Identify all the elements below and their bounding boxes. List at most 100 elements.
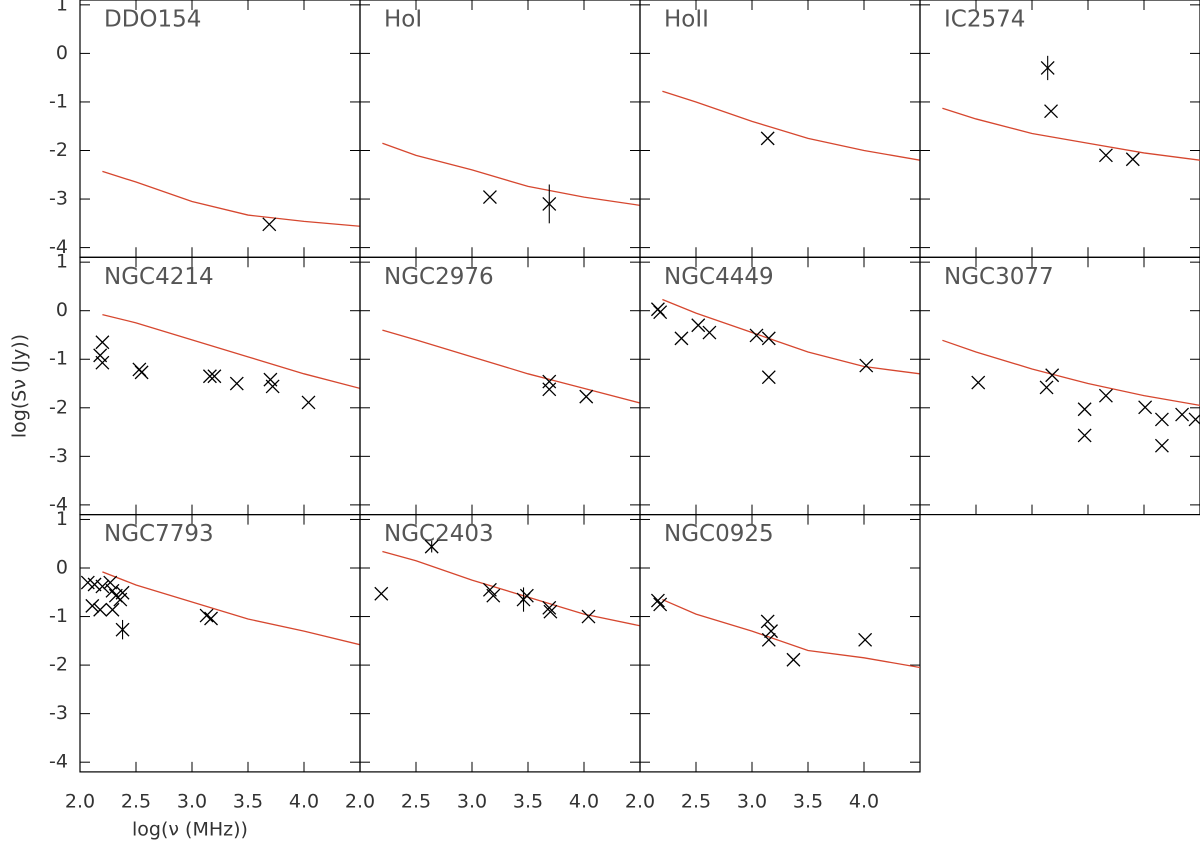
point	[1098, 148, 1113, 163]
point	[1154, 438, 1169, 453]
point	[760, 131, 775, 146]
point	[103, 575, 118, 590]
x-tick-label: 2.5	[681, 790, 711, 812]
y-tick-label: -2	[49, 396, 68, 418]
point	[374, 586, 389, 601]
x-tick-label: 3.5	[513, 790, 543, 812]
model-line	[102, 313, 360, 390]
point	[95, 335, 110, 350]
panel-frame	[359, 0, 641, 258]
point	[579, 389, 594, 404]
panel-frame	[919, 256, 1200, 516]
y-axis-label: log(Sν (Jy))	[9, 334, 31, 438]
panel-title: IC2574	[944, 7, 1025, 33]
y-tick-label: -4	[49, 236, 68, 258]
y-tick-label: -3	[49, 188, 68, 210]
point	[482, 190, 497, 205]
point	[1138, 400, 1153, 415]
x-tick-label: 3.0	[737, 790, 767, 812]
point	[581, 609, 596, 624]
model-line	[662, 298, 920, 375]
point	[761, 370, 776, 385]
y-tick-label: -4	[49, 751, 68, 773]
point	[542, 374, 557, 389]
model-line	[662, 90, 920, 161]
panel-title: NGC4214	[104, 264, 214, 290]
y-tick-label: 0	[56, 557, 68, 579]
x-tick-label: 2.0	[65, 790, 95, 812]
y-tick-label: 1	[56, 251, 68, 273]
panel: NGC3077	[919, 256, 1200, 516]
panel: -4 -3 -2 -1 0 1 NGC4214	[49, 251, 361, 516]
point	[761, 331, 776, 346]
point	[1045, 368, 1060, 383]
point	[650, 593, 665, 608]
point	[653, 305, 668, 320]
point	[207, 369, 222, 384]
point	[786, 652, 801, 667]
panel: 2.0 2.5 3.0 3.5 4.0 NGC2403	[345, 513, 641, 812]
y-tick-label: 0	[56, 42, 68, 64]
panel-title: HoI	[384, 7, 422, 33]
panel-frame	[79, 256, 361, 516]
point	[519, 588, 534, 603]
x-tick-label: 3.5	[233, 790, 263, 812]
panel: IC2574	[919, 0, 1200, 258]
y-tick-label: 0	[56, 299, 68, 321]
point	[1077, 402, 1092, 417]
x-tick-label: 2.5	[121, 790, 151, 812]
x-tick-label: 3.5	[793, 790, 823, 812]
y-tick-label: 1	[56, 508, 68, 530]
y-tick-label: -2	[49, 139, 68, 161]
model-line	[382, 329, 640, 404]
point	[1077, 428, 1092, 443]
point	[93, 602, 108, 617]
point	[749, 328, 764, 343]
point	[542, 382, 557, 397]
x-tick-label: 3.0	[457, 790, 487, 812]
panel: 2.0 2.5 3.0 3.5 4.0 NGC0925	[625, 513, 921, 812]
model-line	[942, 107, 1200, 161]
panel: NGC2976	[359, 256, 641, 516]
y-tick-label: -3	[49, 702, 68, 724]
point	[202, 369, 217, 384]
panel-title: NGC2403	[384, 521, 494, 547]
panel-title: NGC4449	[664, 264, 774, 290]
point	[761, 632, 776, 647]
panel: HoII	[639, 0, 921, 258]
panel: -4 -3 -2 -1 0 1 DDO154	[49, 0, 361, 258]
point	[653, 597, 668, 612]
panel-title: NGC3077	[944, 264, 1054, 290]
panel-title: DDO154	[104, 7, 201, 33]
point	[134, 365, 149, 380]
point	[1098, 388, 1113, 403]
panel: HoI	[359, 0, 641, 258]
model-line	[102, 571, 360, 646]
model-line	[382, 142, 640, 206]
point	[105, 602, 120, 617]
panel-title: NGC0925	[664, 521, 774, 547]
model-line	[102, 170, 360, 227]
point	[85, 598, 100, 613]
x-tick-label: 3.0	[177, 790, 207, 812]
panel-frame	[359, 513, 641, 773]
panel-frame	[639, 0, 921, 258]
point	[1039, 380, 1054, 395]
y-tick-label: -1	[49, 348, 68, 370]
point	[301, 395, 316, 410]
y-tick-label: 1	[56, 0, 68, 15]
y-tick-label: -3	[49, 445, 68, 467]
panel-frame	[359, 256, 641, 516]
x-tick-label: 4.0	[849, 790, 879, 812]
point	[1125, 152, 1140, 167]
point	[87, 577, 102, 592]
x-tick-label: 4.0	[289, 790, 319, 812]
panel-title: HoII	[664, 7, 709, 33]
y-tick-label: -1	[49, 90, 68, 112]
point	[1188, 412, 1200, 427]
point	[760, 614, 775, 629]
panel: 2.0 2.5 3.0 3.5 4.0 -4 -3 -2 -1 0 1 NGC7793	[49, 508, 361, 812]
point	[543, 604, 558, 619]
point	[764, 624, 778, 639]
